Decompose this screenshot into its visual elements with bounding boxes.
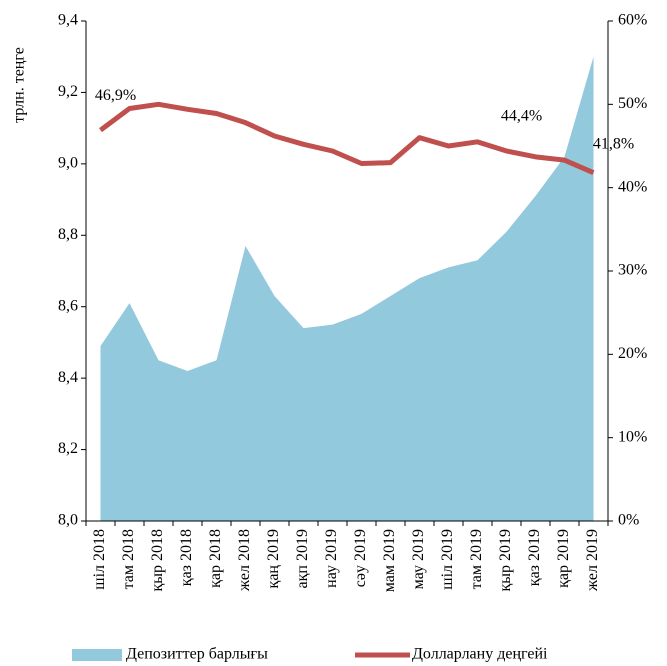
legend-label: Долларлану деңгейі (412, 646, 548, 663)
data-label: 41,8% (593, 135, 634, 152)
x-tick-label: шіл 2018 (91, 529, 108, 590)
y2-tick-label: 30% (618, 262, 647, 279)
y2-tick-label: 40% (618, 178, 647, 195)
x-tick-label: сәу 2019 (352, 529, 369, 587)
x-tick-label: қыр 2018 (149, 529, 166, 592)
data-label: 46,9% (95, 87, 136, 104)
x-tick-label: қыр 2019 (497, 529, 514, 592)
legend-label: Депозиттер барлығы (126, 646, 268, 663)
y-tick-label: 9,2 (58, 83, 78, 100)
y2-tick-label: 0% (618, 512, 639, 529)
x-tick-label: қаз 2019 (526, 529, 543, 586)
y2-tick-label: 10% (618, 428, 647, 445)
x-tick-label: қар 2018 (207, 529, 224, 588)
y-tick-label: 8,6 (58, 297, 78, 314)
x-tick-label: ақп 2019 (294, 529, 311, 588)
plot-area (99, 56, 595, 521)
x-tick-label: жел 2018 (236, 529, 253, 592)
x-tick-label: там 2019 (468, 529, 485, 589)
x-tick-label: қаң 2019 (265, 529, 282, 588)
area (100, 56, 594, 521)
x-tick-label: мам 2019 (381, 529, 398, 592)
x-tick-label: нау 2019 (323, 529, 340, 588)
line (99, 101, 595, 175)
y-tick-label: 8,8 (58, 226, 78, 243)
legend-swatch (72, 649, 122, 661)
x-tick-label: қаз 2018 (178, 529, 195, 586)
x-tick-label: мау 2019 (410, 529, 427, 589)
y2-tick-label: 20% (618, 345, 647, 362)
y-tick-label: 9,4 (58, 12, 78, 29)
y-tick-label: 8,0 (58, 512, 78, 529)
y-tick-label: 8,2 (58, 440, 78, 457)
y2-tick-label: 60% (618, 12, 647, 29)
data-label: 44,4% (501, 108, 542, 125)
x-tick-label: жел 2019 (584, 529, 601, 592)
x-tick-label: қар 2019 (555, 529, 572, 588)
y-tick-label: 9,0 (58, 155, 78, 172)
legend: Депозиттер барлығы Долларлану деңгейі (72, 646, 548, 663)
y-axis-label: трлн. теңге (11, 47, 28, 123)
y-tick-label: 8,4 (58, 369, 78, 386)
x-tick-label: шіл 2019 (439, 529, 456, 590)
y2-tick-label: 50% (618, 95, 647, 112)
x-tick-label: там 2018 (120, 529, 137, 589)
